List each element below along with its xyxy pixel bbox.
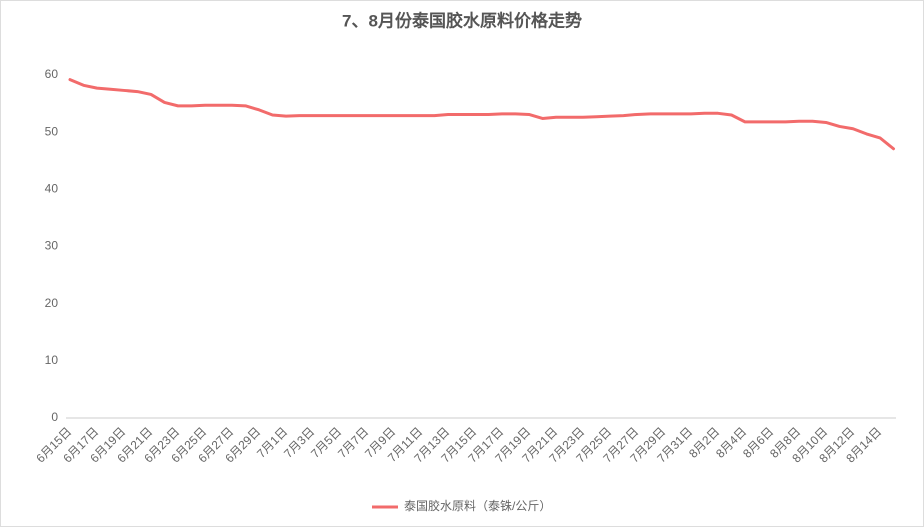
y-tick-label: 0 — [51, 410, 58, 424]
line — [68, 78, 895, 151]
y-tick-label: 10 — [45, 353, 59, 367]
legend-label: 泰国胶水原料（泰铢/公斤） — [404, 498, 551, 513]
chart-title: 7、8月份泰国胶水原料价格走势 — [342, 10, 582, 30]
y-tick-label: 60 — [45, 67, 59, 81]
y-tick-label: 20 — [45, 296, 59, 310]
y-tick-label: 40 — [45, 182, 59, 196]
y-tick-label: 50 — [45, 124, 59, 138]
y-tick-label: 30 — [45, 239, 59, 253]
